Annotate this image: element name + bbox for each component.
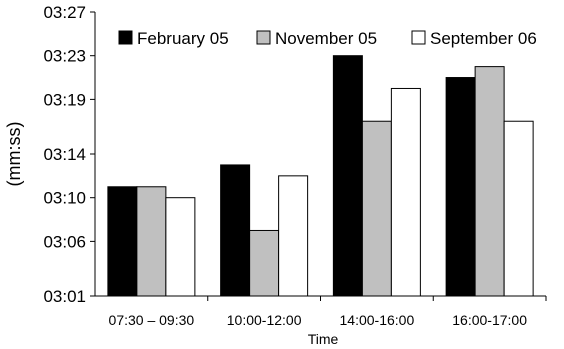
bar: [220, 164, 251, 297]
y-tick-label: 03:14: [43, 145, 86, 164]
bar: [332, 55, 363, 297]
x-tick-label: 10:00-12:00: [227, 312, 302, 328]
bars-group: [107, 55, 534, 297]
bar: [165, 197, 196, 297]
bar: [390, 87, 421, 297]
legend-swatch: [256, 30, 271, 45]
bar: [278, 175, 309, 297]
legend-label: September 06: [430, 29, 537, 48]
y-ticks-group: 03:01 03:06 03:10 03:14 03:19 03:23 03:27: [43, 3, 95, 306]
y-axis-label: (mm:ss): [4, 122, 24, 187]
bar: [136, 186, 167, 297]
y-tick-label: 03:10: [43, 189, 86, 208]
bar: [474, 66, 505, 297]
x-tick-label: 14:00-16:00: [340, 312, 415, 328]
legend: February 05 November 05 September 06: [118, 29, 537, 48]
y-tick-label: 03:19: [43, 90, 86, 109]
y-tick-label: 03:06: [43, 232, 86, 251]
bar: [107, 186, 138, 297]
y-tick-label: 03:27: [43, 3, 86, 22]
legend-swatch: [411, 30, 426, 45]
bar: [445, 77, 476, 297]
legend-label: February 05: [137, 29, 229, 48]
x-axis-label: Time: [308, 331, 339, 347]
x-tick-label: 07:30 – 09:30: [109, 312, 195, 328]
x-ticks-group: 07:30 – 09:30 10:00-12:00 14:00-16:00 16:00…: [109, 296, 547, 328]
x-tick-label: 16:00-17:00: [452, 312, 527, 328]
bar: [361, 120, 392, 297]
y-tick-label: 03:01: [43, 287, 86, 306]
y-tick-label: 03:23: [43, 47, 86, 66]
bar: [249, 229, 280, 297]
legend-label: November 05: [275, 29, 377, 48]
bar: [503, 120, 534, 297]
legend-swatch: [118, 30, 133, 45]
